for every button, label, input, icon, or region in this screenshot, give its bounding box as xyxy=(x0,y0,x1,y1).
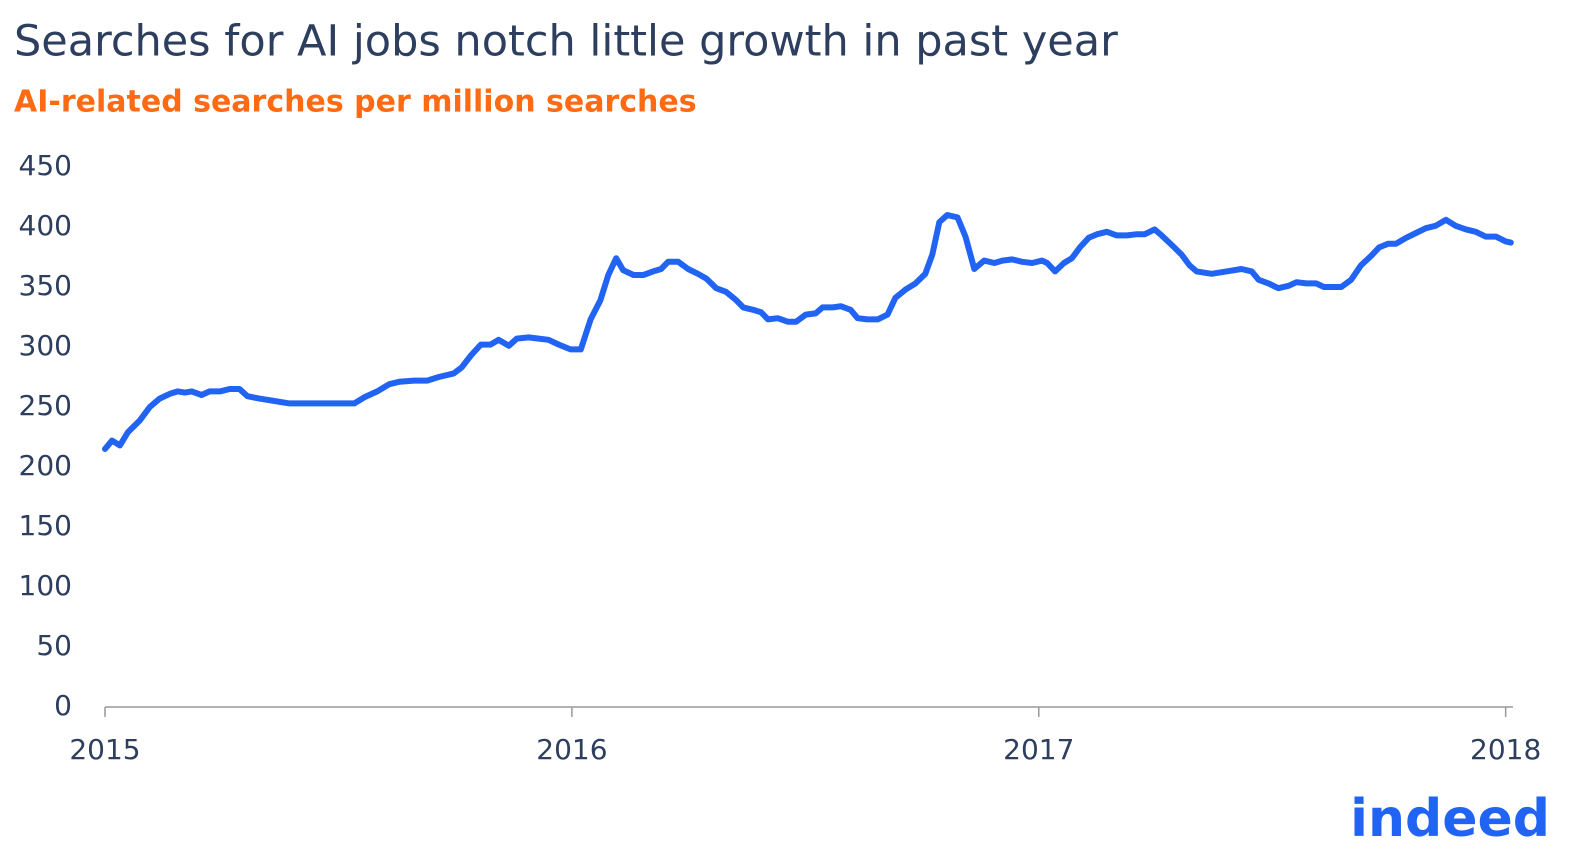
x-tick-label: 2017 xyxy=(1003,733,1074,766)
y-tick-label: 100 xyxy=(19,569,72,602)
y-tick-label: 250 xyxy=(19,389,72,422)
x-tick-label: 2018 xyxy=(1470,733,1541,766)
y-tick-label: 200 xyxy=(19,449,72,482)
y-tick-label: 150 xyxy=(19,509,72,542)
x-tick-label: 2016 xyxy=(536,733,607,766)
y-tick-label: 400 xyxy=(19,209,72,242)
logo: indeed xyxy=(1350,789,1550,849)
data-line xyxy=(102,212,1514,452)
y-tick-label: 0 xyxy=(54,689,72,722)
x-tick-label: 2015 xyxy=(69,733,140,766)
y-tick-label: 300 xyxy=(19,329,72,362)
chart-subtitle: AI-related searches per million searches xyxy=(14,85,697,120)
chart-title: Searches for AI jobs notch little growth… xyxy=(14,17,1118,67)
y-tick-label: 350 xyxy=(19,269,72,302)
y-tick-label: 450 xyxy=(19,149,72,182)
y-tick-label: 50 xyxy=(36,629,72,662)
